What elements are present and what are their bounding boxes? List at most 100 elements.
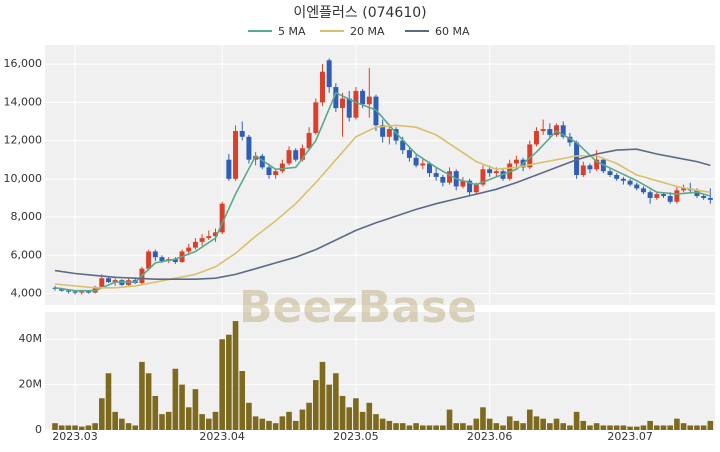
candle-body	[580, 165, 586, 175]
volume-bar	[393, 423, 399, 430]
volume-bar	[159, 414, 165, 430]
candle-body	[85, 291, 91, 293]
candle-body	[400, 140, 406, 151]
volume-bar	[105, 373, 112, 430]
volume-bar	[413, 423, 419, 430]
candle-body	[273, 171, 279, 175]
volume-bar	[660, 425, 667, 430]
volume-bar	[379, 418, 386, 430]
candle-body	[547, 129, 553, 135]
volume-bar	[553, 418, 560, 430]
legend-label: 20 MA	[350, 25, 385, 38]
volume-bar	[620, 425, 627, 430]
volume-bar	[52, 423, 58, 430]
x-tick-label: 2023.05	[333, 430, 379, 443]
candle-body	[146, 251, 152, 269]
candle-body	[279, 163, 285, 172]
volume-bar	[185, 407, 192, 430]
candle-body	[614, 175, 620, 179]
x-tick-label: 2023.03	[52, 430, 98, 443]
volume-bar	[226, 334, 232, 430]
candle-body	[299, 148, 305, 160]
volume-bar	[246, 402, 252, 430]
volume-bar	[540, 418, 546, 430]
volume-bar	[152, 395, 159, 430]
volume-bar	[513, 420, 520, 430]
candle-body	[233, 131, 239, 179]
volume-bar	[460, 423, 466, 430]
volume-bar	[92, 423, 98, 430]
candle-body	[681, 188, 687, 191]
volume-bar	[633, 426, 640, 430]
volume-bar	[480, 407, 486, 430]
candle-body	[79, 291, 85, 293]
volume-bar	[179, 384, 185, 430]
volume-bar	[440, 425, 446, 430]
volume-bar	[112, 411, 118, 430]
volume-bar	[640, 425, 647, 430]
candle-body	[567, 136, 573, 143]
legend-label: 60 MA	[435, 25, 470, 38]
y-tick-label: 40M	[19, 332, 43, 345]
candle-body	[413, 157, 419, 166]
candle-body	[393, 129, 399, 141]
candle-body	[92, 286, 98, 293]
volume-bar	[446, 409, 453, 430]
candle-body	[259, 155, 265, 168]
y-tick-label: 0	[35, 423, 42, 436]
volume-bar	[232, 321, 239, 430]
volume-bar	[707, 420, 714, 430]
candle-body	[640, 188, 646, 193]
candle-body	[72, 291, 78, 293]
volume-bar	[466, 425, 473, 430]
volume-bar	[132, 425, 139, 430]
volume-bar	[654, 425, 660, 430]
candle-body	[487, 169, 493, 174]
volume-bar	[58, 425, 65, 430]
volume-bar	[399, 423, 406, 430]
candle-body	[99, 278, 105, 287]
candle-body	[594, 159, 600, 170]
volume-bar	[433, 425, 439, 430]
volume-bar	[99, 398, 105, 430]
y-tick-label: 16,000	[4, 57, 43, 70]
volume-bar	[674, 418, 680, 430]
candle-body	[206, 236, 212, 239]
candle-body	[701, 196, 707, 198]
y-tick-label: 8,000	[11, 210, 43, 223]
volume-bar	[326, 384, 332, 430]
volume-bar	[419, 425, 426, 430]
candle-body	[159, 257, 165, 262]
volume-bar	[125, 423, 132, 430]
volume-bar	[587, 425, 593, 430]
volume-bar	[573, 411, 580, 430]
volume-bar	[172, 368, 179, 430]
y-tick-label: 12,000	[4, 134, 43, 147]
volume-bar	[346, 407, 353, 430]
volume-bar	[560, 423, 567, 430]
volume-bar	[279, 416, 286, 430]
candle-body	[172, 259, 178, 262]
candle-body	[554, 125, 560, 135]
volume-bar	[319, 361, 326, 430]
candle-body	[366, 96, 372, 105]
volume-bar	[627, 426, 633, 430]
volume-bar	[299, 409, 306, 430]
candle-body	[360, 90, 366, 105]
candle-body	[239, 131, 245, 137]
candle-body	[353, 90, 359, 118]
volume-bar	[286, 411, 292, 430]
volume-bar	[292, 420, 299, 430]
volume-bar	[700, 425, 707, 430]
volume-bar	[212, 411, 219, 430]
volume-bar	[406, 425, 413, 430]
candle-body	[707, 197, 713, 200]
volume-bar	[486, 418, 493, 430]
volume-bar	[473, 418, 480, 430]
y-tick-label: 4,000	[11, 287, 43, 300]
y-tick-label: 20M	[19, 378, 43, 391]
volume-bar	[165, 411, 172, 430]
candle-body	[667, 196, 673, 202]
candle-body	[420, 163, 426, 166]
